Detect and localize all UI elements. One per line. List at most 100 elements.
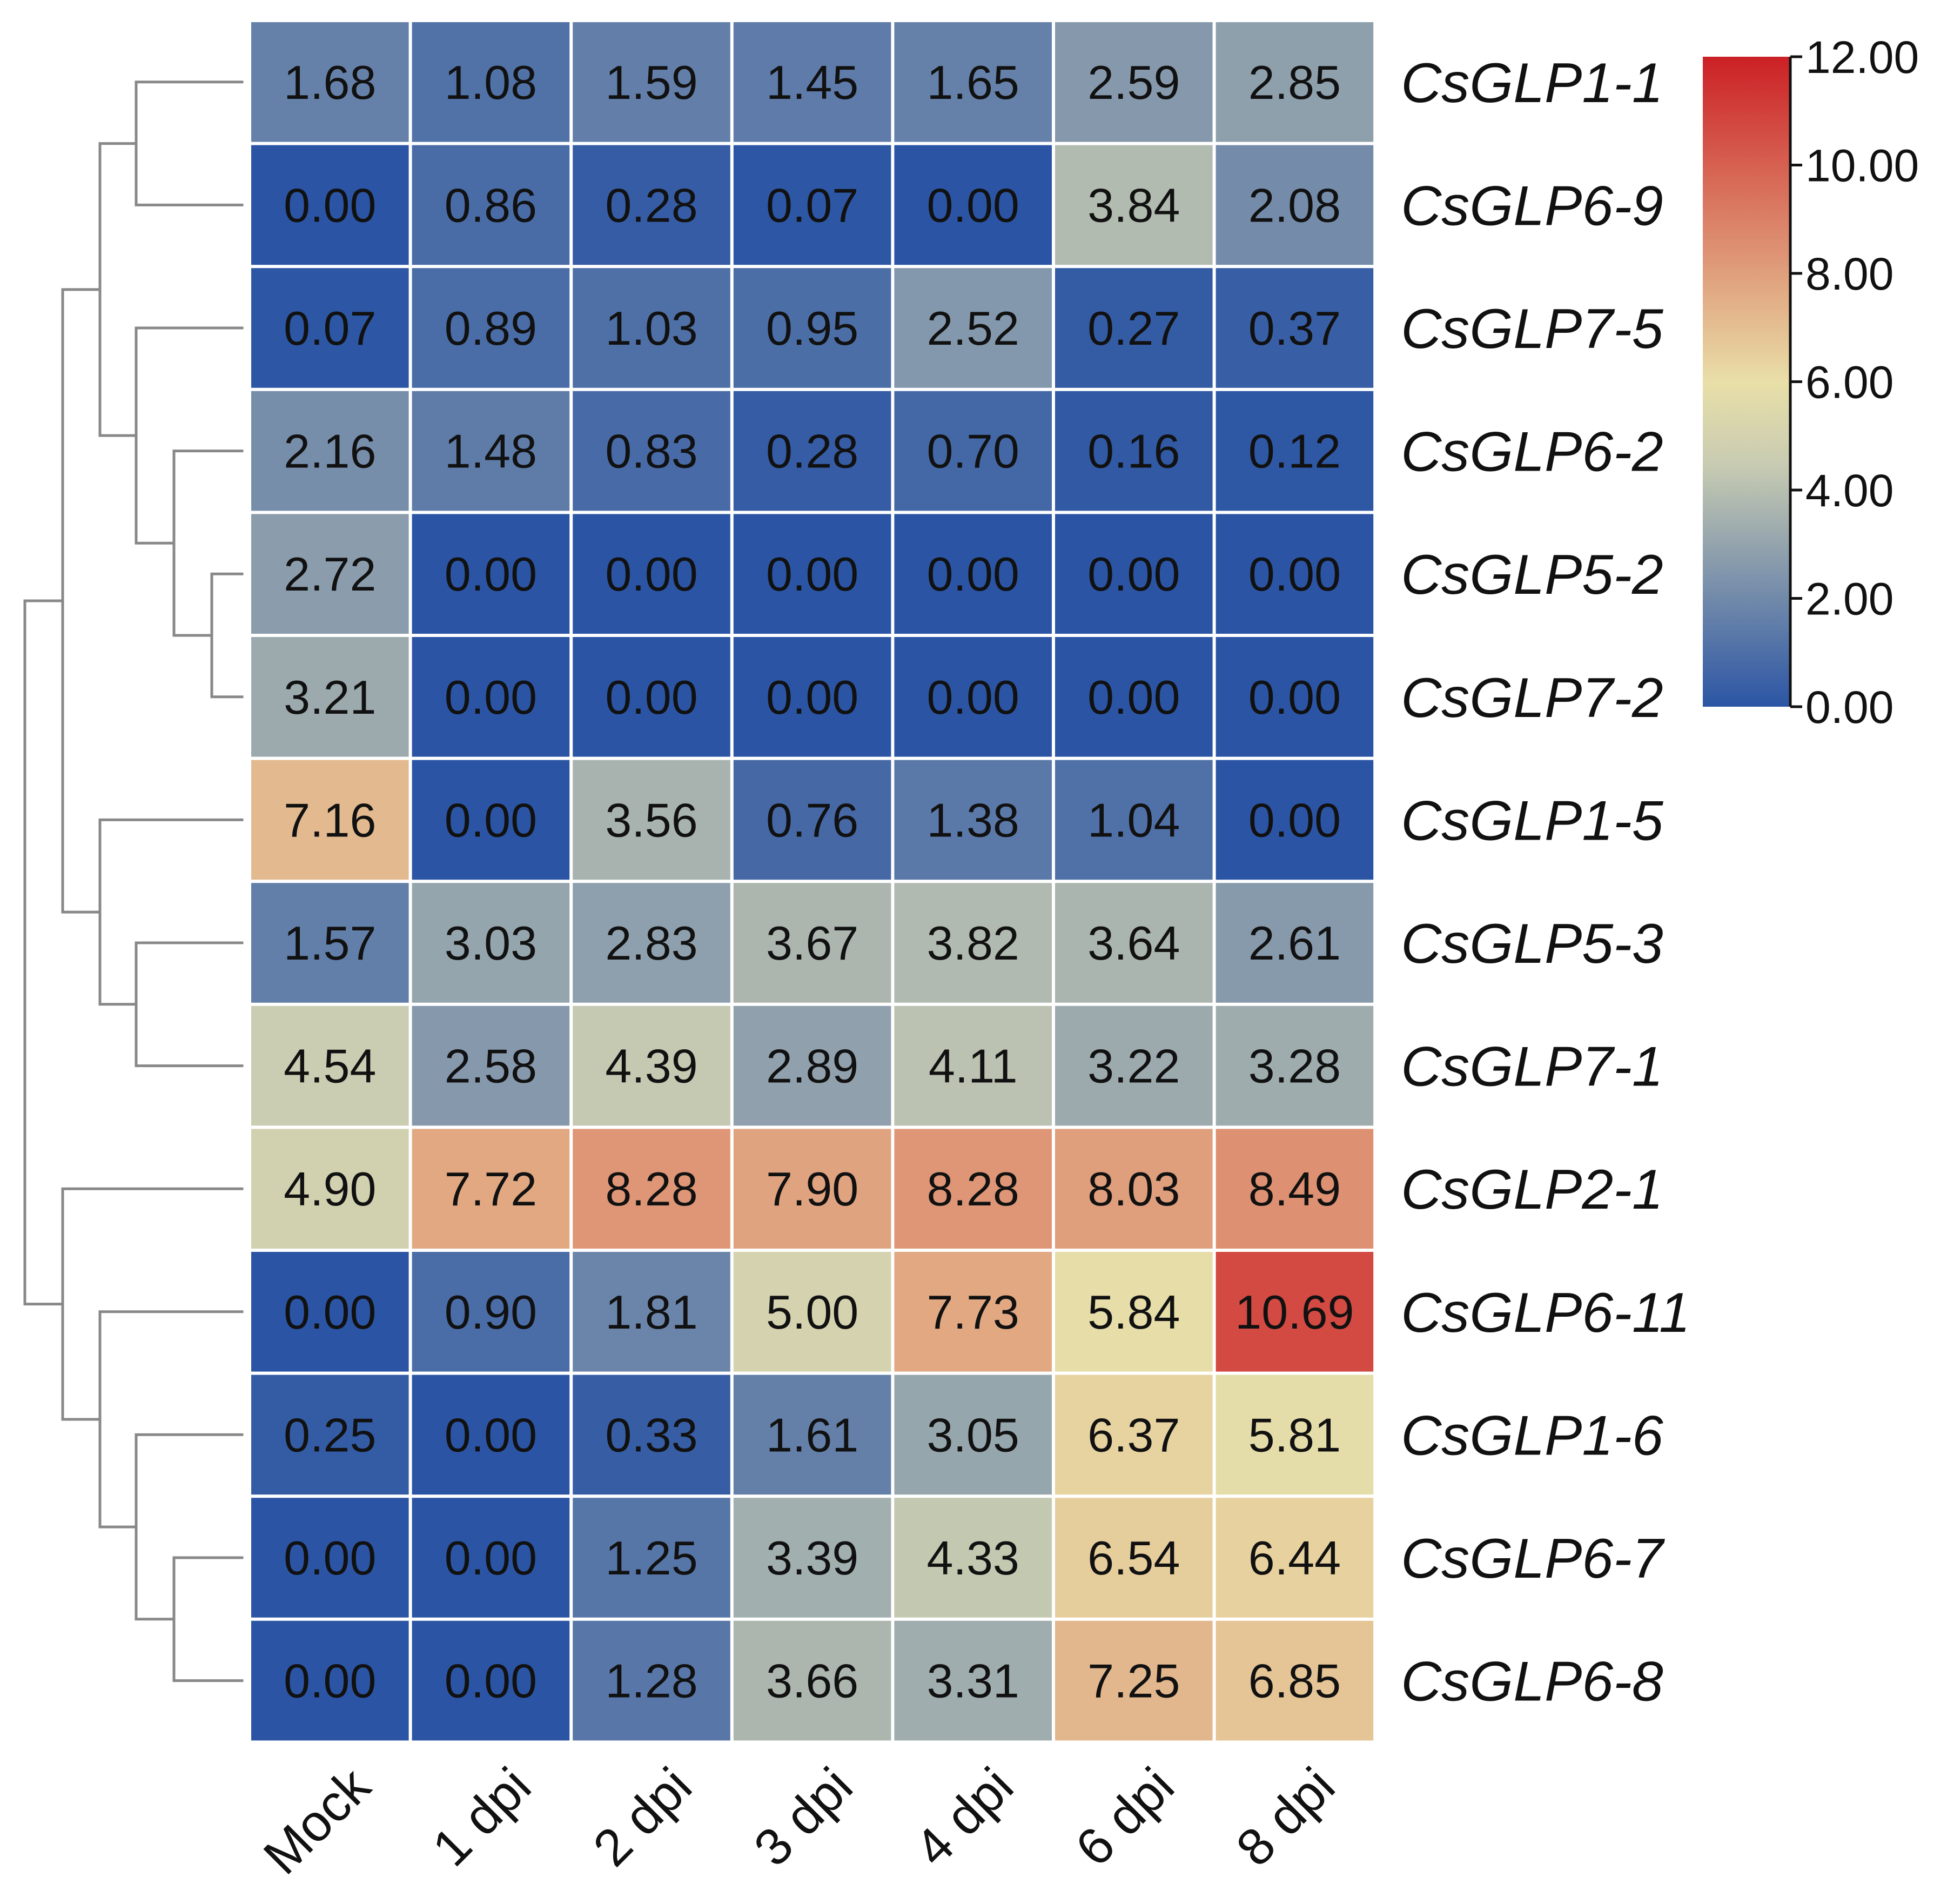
heatmap-cell — [251, 145, 409, 265]
heatmap-cell — [251, 514, 409, 634]
heatmap-cell — [573, 1005, 730, 1126]
row-dendrogram — [23, 81, 244, 1682]
heatmap-cell — [733, 1498, 891, 1618]
heatmap-cell — [412, 637, 570, 757]
row-label: CsGLP6-9 — [1401, 175, 1663, 237]
heatmap-cell — [1055, 391, 1213, 511]
cell-value-label: 3.66 — [766, 1654, 858, 1708]
cell-value-label: 2.16 — [284, 425, 376, 478]
heatmap-cell — [894, 514, 1052, 634]
cell-value-label: 3.22 — [1087, 1040, 1180, 1093]
heatmap-cell — [1216, 883, 1374, 1003]
cell-value-label: 0.00 — [927, 178, 1019, 232]
dendrogram-link — [135, 326, 244, 545]
heatmap-cell — [1216, 760, 1374, 880]
row-label: CsGLP2-1 — [1401, 1158, 1663, 1221]
dendrogram-link — [98, 142, 138, 437]
heatmap-cell — [894, 1498, 1052, 1618]
cell-value-label: 4.33 — [927, 1531, 1019, 1585]
heatmap-cell — [1055, 1129, 1213, 1249]
heatmap-cell — [251, 760, 409, 880]
cell-value-label: 0.27 — [1087, 301, 1180, 355]
cell-value-label: 3.39 — [766, 1531, 858, 1585]
heatmap-cell — [251, 1620, 409, 1741]
cell-value-label: 0.00 — [1087, 547, 1180, 601]
cell-value-label: 1.03 — [605, 301, 697, 355]
heatmap-cell — [894, 268, 1052, 388]
cell-value-label: 3.05 — [927, 1408, 1019, 1461]
heatmap-cell — [251, 637, 409, 757]
column-label: 8 dpi — [1225, 1757, 1346, 1878]
heatmap-cell — [412, 883, 570, 1003]
cell-value-label: 1.68 — [284, 56, 376, 109]
heatmap-cell — [573, 1620, 730, 1741]
cell-value-label: 3.21 — [284, 671, 376, 724]
cell-value-label: 0.00 — [1248, 671, 1341, 724]
cell-value-label: 0.00 — [445, 1408, 537, 1461]
cell-value-label: 1.45 — [766, 56, 858, 109]
cell-value-label: 0.00 — [766, 671, 858, 724]
column-label: 3 dpi — [743, 1757, 864, 1878]
cell-value-label: 1.38 — [927, 793, 1019, 847]
cell-value-label: 3.64 — [1087, 916, 1180, 970]
heatmap-cell — [1055, 1252, 1213, 1372]
heatmap-cell — [573, 22, 730, 142]
heatmap-cell — [1055, 1620, 1213, 1741]
cell-value-label: 1.48 — [445, 425, 537, 478]
heatmap-cell — [1216, 22, 1374, 142]
dendrogram-link — [135, 1433, 244, 1621]
column-labels: Mock 1 dpi 2 dpi 3 dpi 4 dpi 6 dpi 8 dpi — [253, 1756, 1346, 1886]
heatmap-cell — [1216, 1375, 1374, 1495]
heatmap-cell — [1216, 637, 1374, 757]
heatmap-cell — [412, 1375, 570, 1495]
heatmap-cell — [1055, 637, 1213, 757]
cell-value-label: 0.00 — [445, 1654, 537, 1708]
cell-value-label: 8.28 — [605, 1162, 697, 1216]
cell-value-label: 5.84 — [1087, 1285, 1180, 1339]
heatmap-cell — [733, 145, 891, 265]
heatmap-cell — [733, 1252, 891, 1372]
heatmap-cell — [894, 22, 1052, 142]
heatmap-cell — [251, 1375, 409, 1495]
cell-value-label: 0.00 — [927, 547, 1019, 601]
cell-value-label: 7.25 — [1087, 1654, 1180, 1708]
cell-value-label: 1.59 — [605, 56, 697, 109]
cell-value-label: 1.57 — [284, 916, 376, 970]
heatmap-cell — [1055, 760, 1213, 880]
cell-value-label: 4.90 — [284, 1162, 376, 1216]
heatmap-cell — [573, 391, 730, 511]
cell-value-label: 7.73 — [927, 1285, 1019, 1339]
heatmap-cell — [1055, 883, 1213, 1003]
cell-value-label: 2.59 — [1087, 56, 1180, 109]
cell-value-label: 2.72 — [284, 547, 376, 601]
cell-value-label: 0.00 — [1248, 547, 1341, 601]
cell-value-label: 0.70 — [927, 425, 1019, 478]
cell-value-label: 0.00 — [605, 671, 697, 724]
heatmap-cell — [1055, 268, 1213, 388]
cell-value-label: 0.12 — [1248, 425, 1341, 478]
cell-value-label: 4.11 — [929, 1040, 1018, 1093]
row-label: CsGLP6-8 — [1401, 1651, 1663, 1713]
colorbar-tick-label: 6.00 — [1805, 357, 1894, 408]
heatmap-cell — [251, 391, 409, 511]
heatmap-cell — [1216, 1252, 1374, 1372]
cell-value-label: 7.90 — [766, 1162, 858, 1216]
heatmap-cell — [251, 883, 409, 1003]
cell-value-label: 1.28 — [605, 1654, 697, 1708]
cell-value-label: 8.49 — [1248, 1162, 1341, 1216]
cell-value-label: 0.00 — [284, 1285, 376, 1339]
cell-value-label: 0.00 — [284, 1531, 376, 1585]
cell-value-label: 3.28 — [1248, 1040, 1341, 1093]
heatmap-cell — [573, 268, 730, 388]
cell-value-label: 0.00 — [445, 547, 537, 601]
column-label: 6 dpi — [1065, 1757, 1185, 1878]
heatmap-cell — [894, 883, 1052, 1003]
heatmap-cell — [412, 1252, 570, 1372]
dendrogram-link — [98, 818, 244, 1006]
heatmap-cell — [573, 637, 730, 757]
row-label: CsGLP7-2 — [1401, 667, 1663, 729]
cell-value-label: 0.76 — [766, 793, 858, 847]
heatmap-cell — [251, 1129, 409, 1249]
colorbar-tick-label: 12.00 — [1805, 32, 1919, 83]
heatmap-cell — [1055, 22, 1213, 142]
